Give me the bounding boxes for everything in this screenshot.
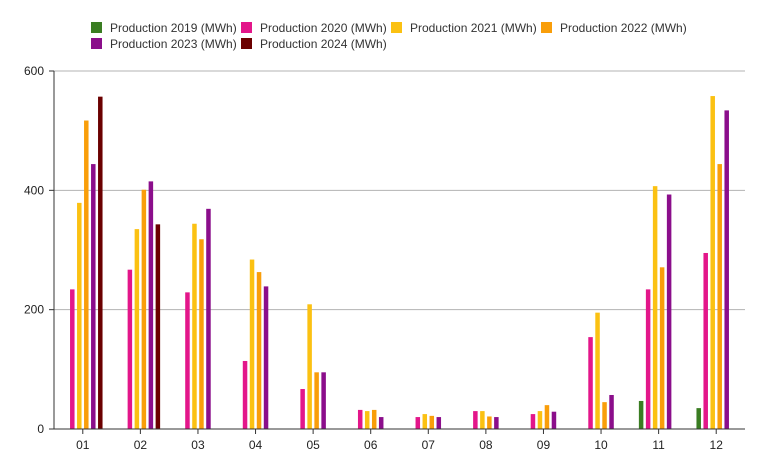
bar	[696, 408, 701, 429]
grid-lines	[54, 70, 745, 311]
bar	[148, 181, 154, 429]
bar	[530, 414, 536, 429]
axes: 0 200 400 600 01 02 03 04 05 06 07 08 09 10 11 12	[24, 64, 745, 452]
bar	[659, 267, 665, 429]
bar	[77, 202, 82, 429]
bar	[321, 372, 326, 429]
bar	[710, 96, 715, 429]
bar	[422, 414, 428, 429]
bar	[609, 394, 614, 429]
bar	[652, 186, 658, 429]
bar	[473, 411, 478, 429]
legend-label: Production 2021 (MWh)	[410, 21, 537, 35]
x-tick-label: 04	[249, 438, 263, 452]
bar	[185, 292, 190, 429]
bar	[429, 415, 435, 429]
legend-swatch	[241, 22, 252, 33]
x-tick-label: 01	[76, 438, 90, 452]
bar	[537, 411, 543, 429]
y-tick-label: 200	[24, 303, 44, 317]
bar	[199, 239, 204, 429]
bar	[256, 272, 262, 429]
bar	[249, 259, 255, 429]
legend-label: Production 2022 (MWh)	[560, 21, 687, 35]
bar	[314, 372, 319, 429]
bar	[300, 389, 305, 429]
bar	[487, 416, 492, 429]
bar	[544, 405, 550, 429]
x-tick-label: 07	[422, 438, 436, 452]
x-tick-label: 10	[594, 438, 608, 452]
bar	[307, 304, 312, 429]
bar	[494, 417, 499, 429]
x-tick-label: 09	[537, 438, 551, 452]
bar	[638, 400, 644, 429]
bar	[436, 417, 442, 429]
bar	[480, 411, 485, 429]
legend: Production 2019 (MWh) Production 2020 (MW…	[91, 21, 687, 51]
x-tick-label: 12	[710, 438, 724, 452]
x-tick-label: 08	[479, 438, 493, 452]
bar	[551, 411, 557, 429]
bar	[155, 224, 161, 429]
legend-label: Production 2019 (MWh)	[110, 21, 237, 35]
x-tick-label: 06	[364, 438, 378, 452]
legend-swatch	[91, 22, 102, 33]
bar	[645, 289, 651, 429]
bar	[588, 337, 593, 429]
bar	[91, 164, 96, 429]
legend-label: Production 2024 (MWh)	[260, 37, 387, 51]
legend-label: Production 2020 (MWh)	[260, 21, 387, 35]
legend-swatch	[91, 38, 102, 49]
bar	[84, 120, 89, 430]
bar	[192, 223, 197, 429]
bar	[127, 269, 133, 429]
bar	[134, 229, 140, 429]
bar	[357, 409, 363, 429]
bar	[206, 208, 211, 429]
bar	[141, 189, 147, 429]
bar	[666, 194, 672, 429]
legend-swatch	[541, 22, 552, 33]
bar	[703, 252, 708, 429]
y-tick-label: 400	[24, 183, 44, 197]
bar	[242, 360, 248, 429]
x-tick-label: 11	[652, 438, 665, 452]
bar	[378, 417, 384, 429]
bar	[263, 286, 269, 429]
bar	[595, 312, 600, 429]
bar	[364, 411, 370, 429]
legend-label: Production 2023 (MWh)	[110, 37, 237, 51]
bar	[371, 409, 377, 429]
x-tick-label: 05	[306, 438, 320, 452]
bar	[98, 96, 103, 429]
bar	[602, 402, 607, 429]
bar	[724, 110, 729, 429]
bars	[70, 96, 729, 430]
legend-swatch	[241, 38, 252, 49]
y-tick-label: 600	[24, 64, 44, 78]
bar	[70, 289, 75, 429]
x-tick-label: 02	[134, 438, 148, 452]
y-tick-label: 0	[37, 422, 44, 436]
x-tick-label: 03	[191, 438, 205, 452]
bar	[415, 417, 421, 429]
legend-swatch	[391, 22, 402, 33]
bar	[717, 164, 722, 429]
